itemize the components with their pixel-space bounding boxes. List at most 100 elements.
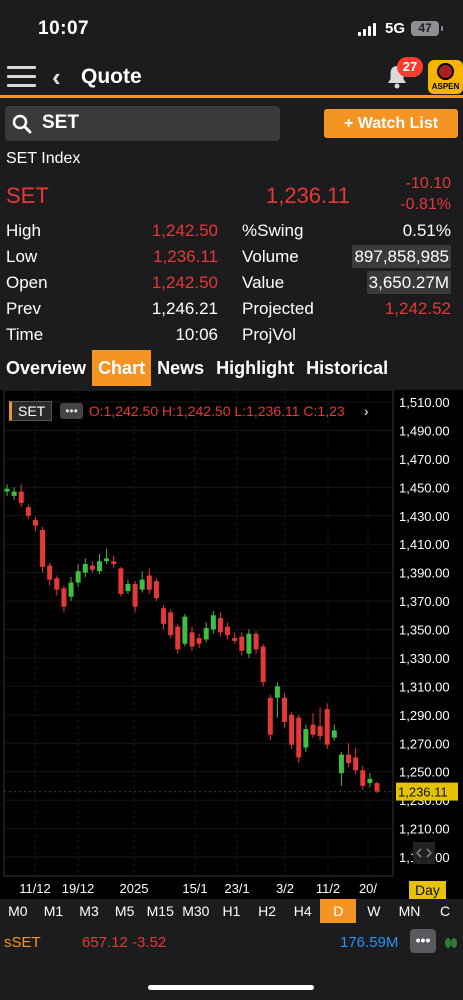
candle-body[interactable] xyxy=(75,571,81,583)
aspen-logo[interactable]: ASPEN xyxy=(428,60,463,94)
candle-body[interactable] xyxy=(274,686,280,698)
candle-body[interactable] xyxy=(89,565,95,570)
y-tick-label: 1,250.00 xyxy=(399,765,450,780)
change-percent: -0.81% xyxy=(400,196,451,213)
stat-value: 1,242.50 xyxy=(151,273,218,292)
candle-body[interactable] xyxy=(168,612,174,636)
candle-body[interactable] xyxy=(153,581,159,599)
price-chart[interactable]: 1,510.00 1,490.00 1,470.00 1,450.00 1,430.00… xyxy=(0,390,463,900)
timeframe-h4[interactable]: H4 xyxy=(293,903,312,919)
candle-body[interactable] xyxy=(367,778,373,784)
candle-body[interactable] xyxy=(182,616,188,644)
candle-body[interactable] xyxy=(97,561,102,572)
candle-body[interactable] xyxy=(18,491,24,503)
tab-highlight[interactable]: Highlight xyxy=(216,358,295,378)
candle-body[interactable] xyxy=(374,783,380,792)
expand-icon[interactable] xyxy=(413,842,435,864)
timeframe-m3[interactable]: M3 xyxy=(79,903,99,919)
timeframe-d[interactable]: D xyxy=(320,899,357,923)
candle-body[interactable] xyxy=(47,565,53,580)
candle-body[interactable] xyxy=(217,618,223,633)
candle-body[interactable] xyxy=(25,507,31,516)
candle-body[interactable] xyxy=(253,633,259,650)
tab-chart[interactable]: Chart xyxy=(92,350,152,386)
candle-body[interactable] xyxy=(161,608,167,624)
candle-body[interactable] xyxy=(282,697,287,722)
timeframe-m5[interactable]: M5 xyxy=(114,903,135,919)
candle-body[interactable] xyxy=(267,697,273,735)
period-day-button[interactable]: Day xyxy=(409,881,446,899)
candle-body[interactable] xyxy=(246,633,252,654)
ticker-symbol[interactable]: sSET xyxy=(4,934,41,951)
tab-overview[interactable]: Overview xyxy=(6,358,87,378)
candle-body[interactable] xyxy=(317,726,323,737)
search-icon xyxy=(12,114,32,134)
candle-body[interactable] xyxy=(132,584,138,607)
candle-body[interactable] xyxy=(104,558,110,562)
candle-body[interactable] xyxy=(139,579,145,590)
candle-body[interactable] xyxy=(338,754,344,774)
candle-body[interactable] xyxy=(225,626,231,636)
candle-body[interactable] xyxy=(40,529,46,567)
timeframe-w[interactable]: W xyxy=(367,903,381,919)
candle-body[interactable] xyxy=(239,636,245,651)
page-title: Quote xyxy=(81,65,142,88)
candle-body[interactable] xyxy=(353,757,359,771)
y-tick-label: 1,210.00 xyxy=(399,822,450,837)
timeframe-c[interactable]: C xyxy=(440,903,451,919)
candle-body[interactable] xyxy=(11,491,17,496)
timeframe-h1[interactable]: H1 xyxy=(222,903,241,919)
legend-options-icon[interactable]: ••• xyxy=(60,403,83,419)
chevron-right-icon[interactable]: › xyxy=(363,403,369,419)
market-icon[interactable] xyxy=(444,935,458,949)
candlestick-chart[interactable]: 1,510.00 1,490.00 1,470.00 1,450.00 1,430.00… xyxy=(0,390,463,900)
candle-body[interactable] xyxy=(203,628,209,640)
add-watchlist-button[interactable]: + Watch List xyxy=(324,109,458,138)
menu-icon[interactable] xyxy=(7,66,36,88)
tab-historical[interactable]: Historical xyxy=(306,358,389,378)
candle-body[interactable] xyxy=(32,520,38,526)
legend-symbol[interactable]: SET xyxy=(9,401,53,421)
timeframe-h2[interactable]: H2 xyxy=(258,903,277,919)
candle-body[interactable] xyxy=(68,582,74,597)
candle-body[interactable] xyxy=(4,488,10,492)
x-tick-label: 19/12 xyxy=(62,881,95,896)
candle-body[interactable] xyxy=(310,724,316,735)
timeframe-mn[interactable]: MN xyxy=(398,903,421,919)
candle-body[interactable] xyxy=(125,584,131,592)
candle-body[interactable] xyxy=(289,714,295,745)
stat-label: Value xyxy=(242,273,285,292)
legend-ohlc: O:1,242.50 H:1,242.50 L:1,236.11 C:1,23 xyxy=(88,403,345,419)
candle-body[interactable] xyxy=(296,717,302,758)
candle-body[interactable] xyxy=(82,564,88,573)
tab-news[interactable]: News xyxy=(157,358,205,378)
candle-body[interactable] xyxy=(331,730,337,738)
candle-body[interactable] xyxy=(303,729,309,748)
chevron-left-icon[interactable]: ‹ xyxy=(52,62,61,92)
timeframe-m15[interactable]: M15 xyxy=(146,903,174,919)
more-options-button[interactable]: ••• xyxy=(410,929,436,953)
home-indicator[interactable] xyxy=(148,985,314,990)
candle-body[interactable] xyxy=(146,575,152,590)
candle-body[interactable] xyxy=(175,626,181,650)
candle-body[interactable] xyxy=(54,578,60,590)
y-tick-label: 1,270.00 xyxy=(399,736,450,751)
candle-body[interactable] xyxy=(346,754,352,764)
candle-body[interactable] xyxy=(232,638,238,641)
candle-body[interactable] xyxy=(196,638,202,644)
timeframe-m0[interactable]: M0 xyxy=(8,903,28,919)
candle-body[interactable] xyxy=(118,568,124,594)
timeframe-m30[interactable]: M30 xyxy=(182,903,210,919)
timeframe-m1[interactable]: M1 xyxy=(43,903,64,919)
search-input[interactable]: SET xyxy=(42,112,79,133)
candle-body[interactable] xyxy=(111,561,117,565)
battery-icon: 47 xyxy=(411,21,443,36)
candle-body[interactable] xyxy=(324,709,330,745)
candle-body[interactable] xyxy=(61,588,67,607)
candle-body[interactable] xyxy=(189,632,195,647)
candle-body[interactable] xyxy=(360,770,366,786)
candle-body[interactable] xyxy=(260,646,266,683)
candle-body[interactable] xyxy=(210,615,216,630)
search-box[interactable]: SET xyxy=(5,106,280,141)
stat-value: 3,650.27M xyxy=(366,271,451,294)
